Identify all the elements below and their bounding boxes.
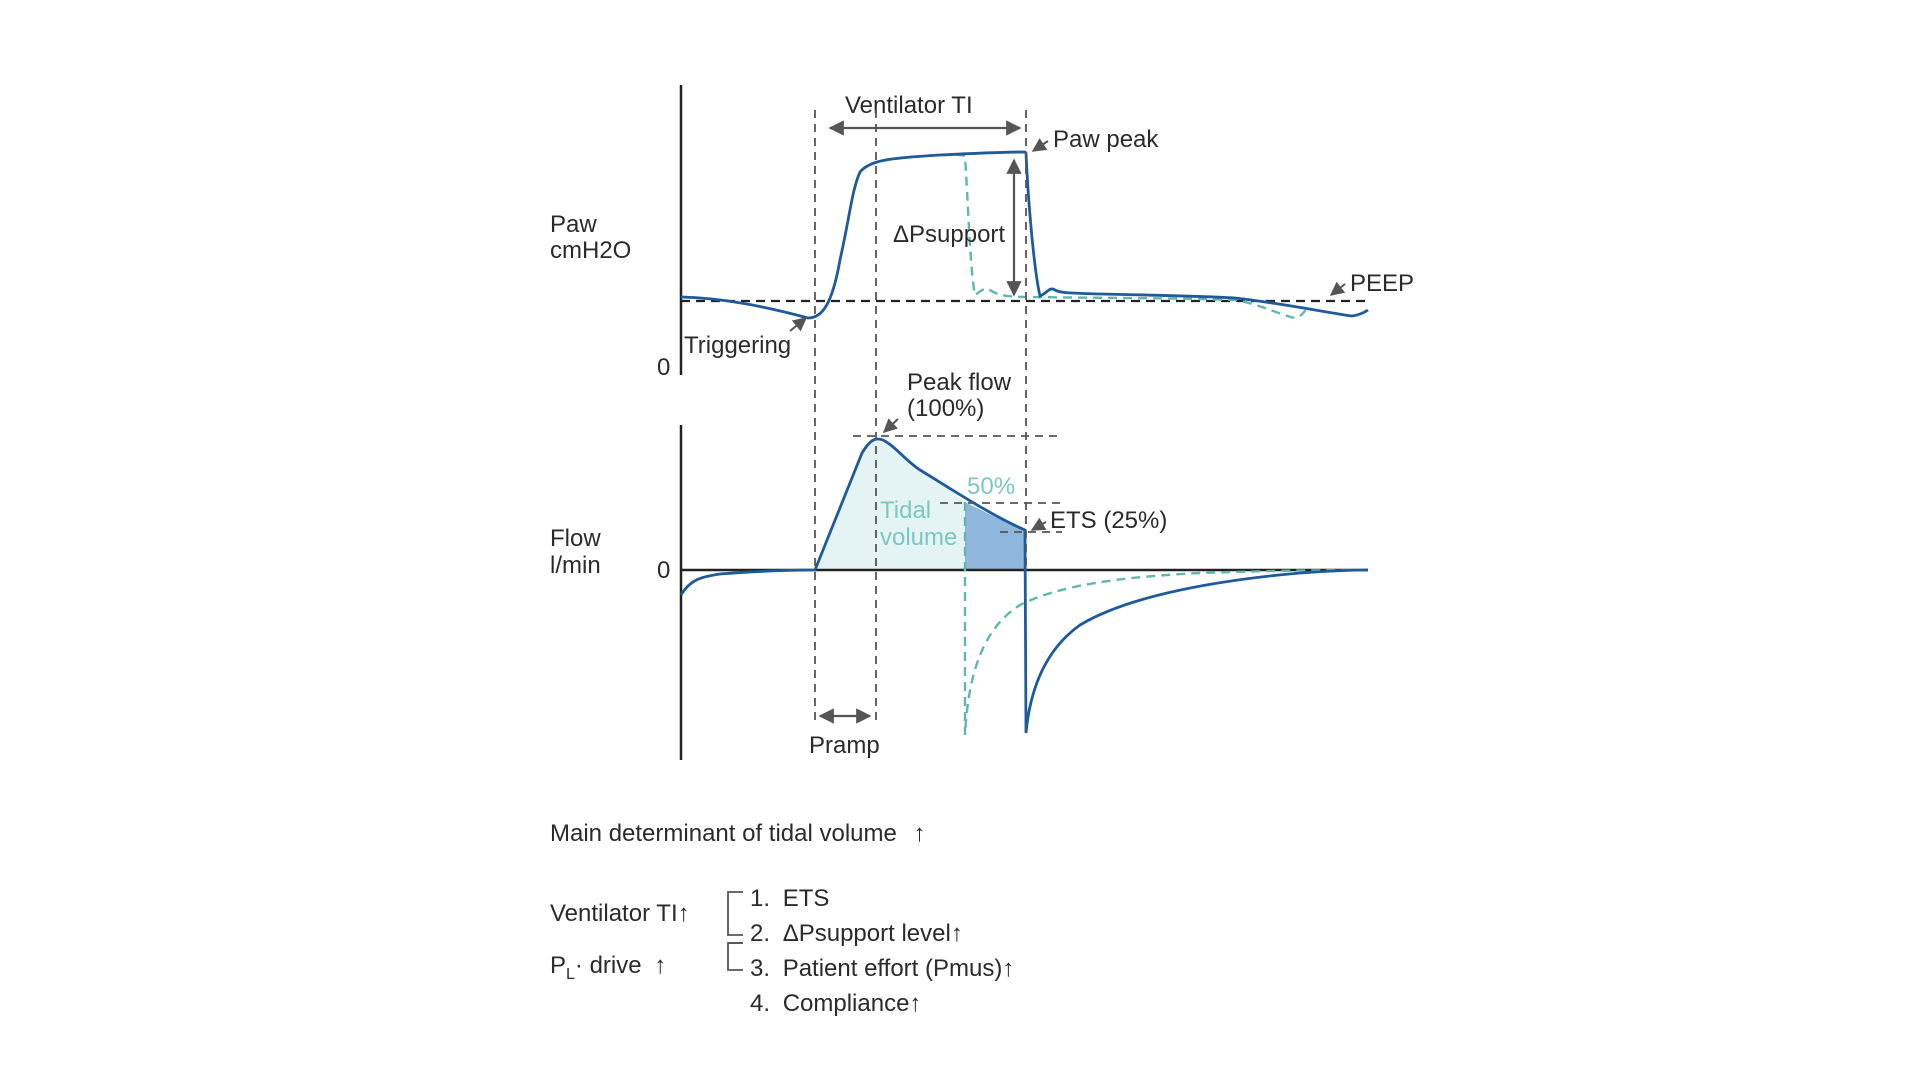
paw-ylabel: Paw xyxy=(550,211,597,238)
triggering-label: Triggering xyxy=(684,332,791,359)
flow-trace-solid xyxy=(679,437,1369,734)
determinant-item: 2. ΔPsupport level↑ xyxy=(750,920,963,948)
peep-pointer xyxy=(1329,281,1346,296)
flow-panel: Flow l/min 0 Peak flow (100%) 50% Tidal … xyxy=(550,369,1369,760)
peak-flow-pct-label: (100%) xyxy=(907,395,984,422)
paw-ylabel-unit: cmH2O xyxy=(550,237,631,264)
flow-ylabel-unit: l/min xyxy=(550,552,601,579)
paw-peak-pointer xyxy=(1031,138,1049,152)
ets-shaded-area xyxy=(965,502,1025,570)
paw-zero-label: 0 xyxy=(657,354,670,381)
timing-guides xyxy=(814,110,1027,725)
paw-peak-label: Paw peak xyxy=(1053,126,1159,153)
legend-bracket xyxy=(727,891,743,971)
pl-drive-factor: PL· drive ↑ xyxy=(550,952,666,984)
peak-flow-pointer xyxy=(882,418,899,433)
flow-zero-label: 0 xyxy=(657,557,670,584)
determinant-item-arrow: ↑ xyxy=(950,920,963,947)
main-determinant-arrow: ↑ xyxy=(913,820,926,847)
triggering-pointer xyxy=(789,317,808,332)
peak-flow-label: Peak flow xyxy=(907,369,1012,396)
peep-label: PEEP xyxy=(1350,270,1414,297)
pl-drive-arrow: ↑ xyxy=(654,952,667,979)
ventilator-ti-factor-arrow: ↑ xyxy=(677,900,690,927)
determinant-item-number: 2. xyxy=(750,920,771,947)
pramp-label: Pramp xyxy=(809,732,880,759)
determinant-item: 3. Patient effort (Pmus)↑ xyxy=(750,955,1014,983)
flow-trace-dashed xyxy=(963,502,1369,736)
flow-ylabel: Flow xyxy=(550,525,601,552)
tidal-volume-label-1: Tidal xyxy=(880,497,931,524)
tidal-volume-label-2: volume xyxy=(880,524,957,551)
determinant-item: 1. ETS xyxy=(750,885,829,913)
determinant-item-text: ΔPsupport level xyxy=(782,920,951,947)
ventilator-ti-factor: Ventilator TI↑ xyxy=(550,900,690,928)
main-determinant-text: Main determinant of tidal volume xyxy=(550,820,897,847)
ventilator-ti-factor-text: Ventilator TI xyxy=(550,900,678,927)
delta-psupport-label: ΔPsupport xyxy=(893,221,1005,248)
determinant-item-text: ETS xyxy=(782,885,830,912)
determinant-item-arrow: ↑ xyxy=(1002,955,1015,982)
paw-trace-solid xyxy=(680,150,1369,320)
paw-panel: Paw cmH2O 0 Ventilator TI Paw peak ΔPsup… xyxy=(550,85,1414,381)
determinant-item: 4. Compliance↑ xyxy=(750,990,921,1018)
ets-pointer xyxy=(1030,517,1047,531)
pl-drive-sub: L xyxy=(566,966,575,983)
tidal-volume-area xyxy=(815,438,965,570)
determinant-item-text: Compliance xyxy=(782,990,910,1017)
main-determinant-heading: Main determinant of tidal volume ↑ xyxy=(550,820,926,848)
pl-drive-rest: · drive xyxy=(574,952,642,979)
determinant-item-number: 4. xyxy=(750,990,771,1017)
pl-drive-p: P xyxy=(550,952,567,979)
determinant-item-number: 3. xyxy=(750,955,771,982)
ventilator-ti-label: Ventilator TI xyxy=(845,92,973,119)
determinant-item-arrow: ↑ xyxy=(909,990,922,1017)
determinant-item-text: Patient effort (Pmus) xyxy=(782,955,1003,982)
determinant-item-number: 1. xyxy=(750,885,771,912)
fifty-percent-label: 50% xyxy=(967,473,1015,500)
ets-label: ETS (25%) xyxy=(1050,507,1167,534)
